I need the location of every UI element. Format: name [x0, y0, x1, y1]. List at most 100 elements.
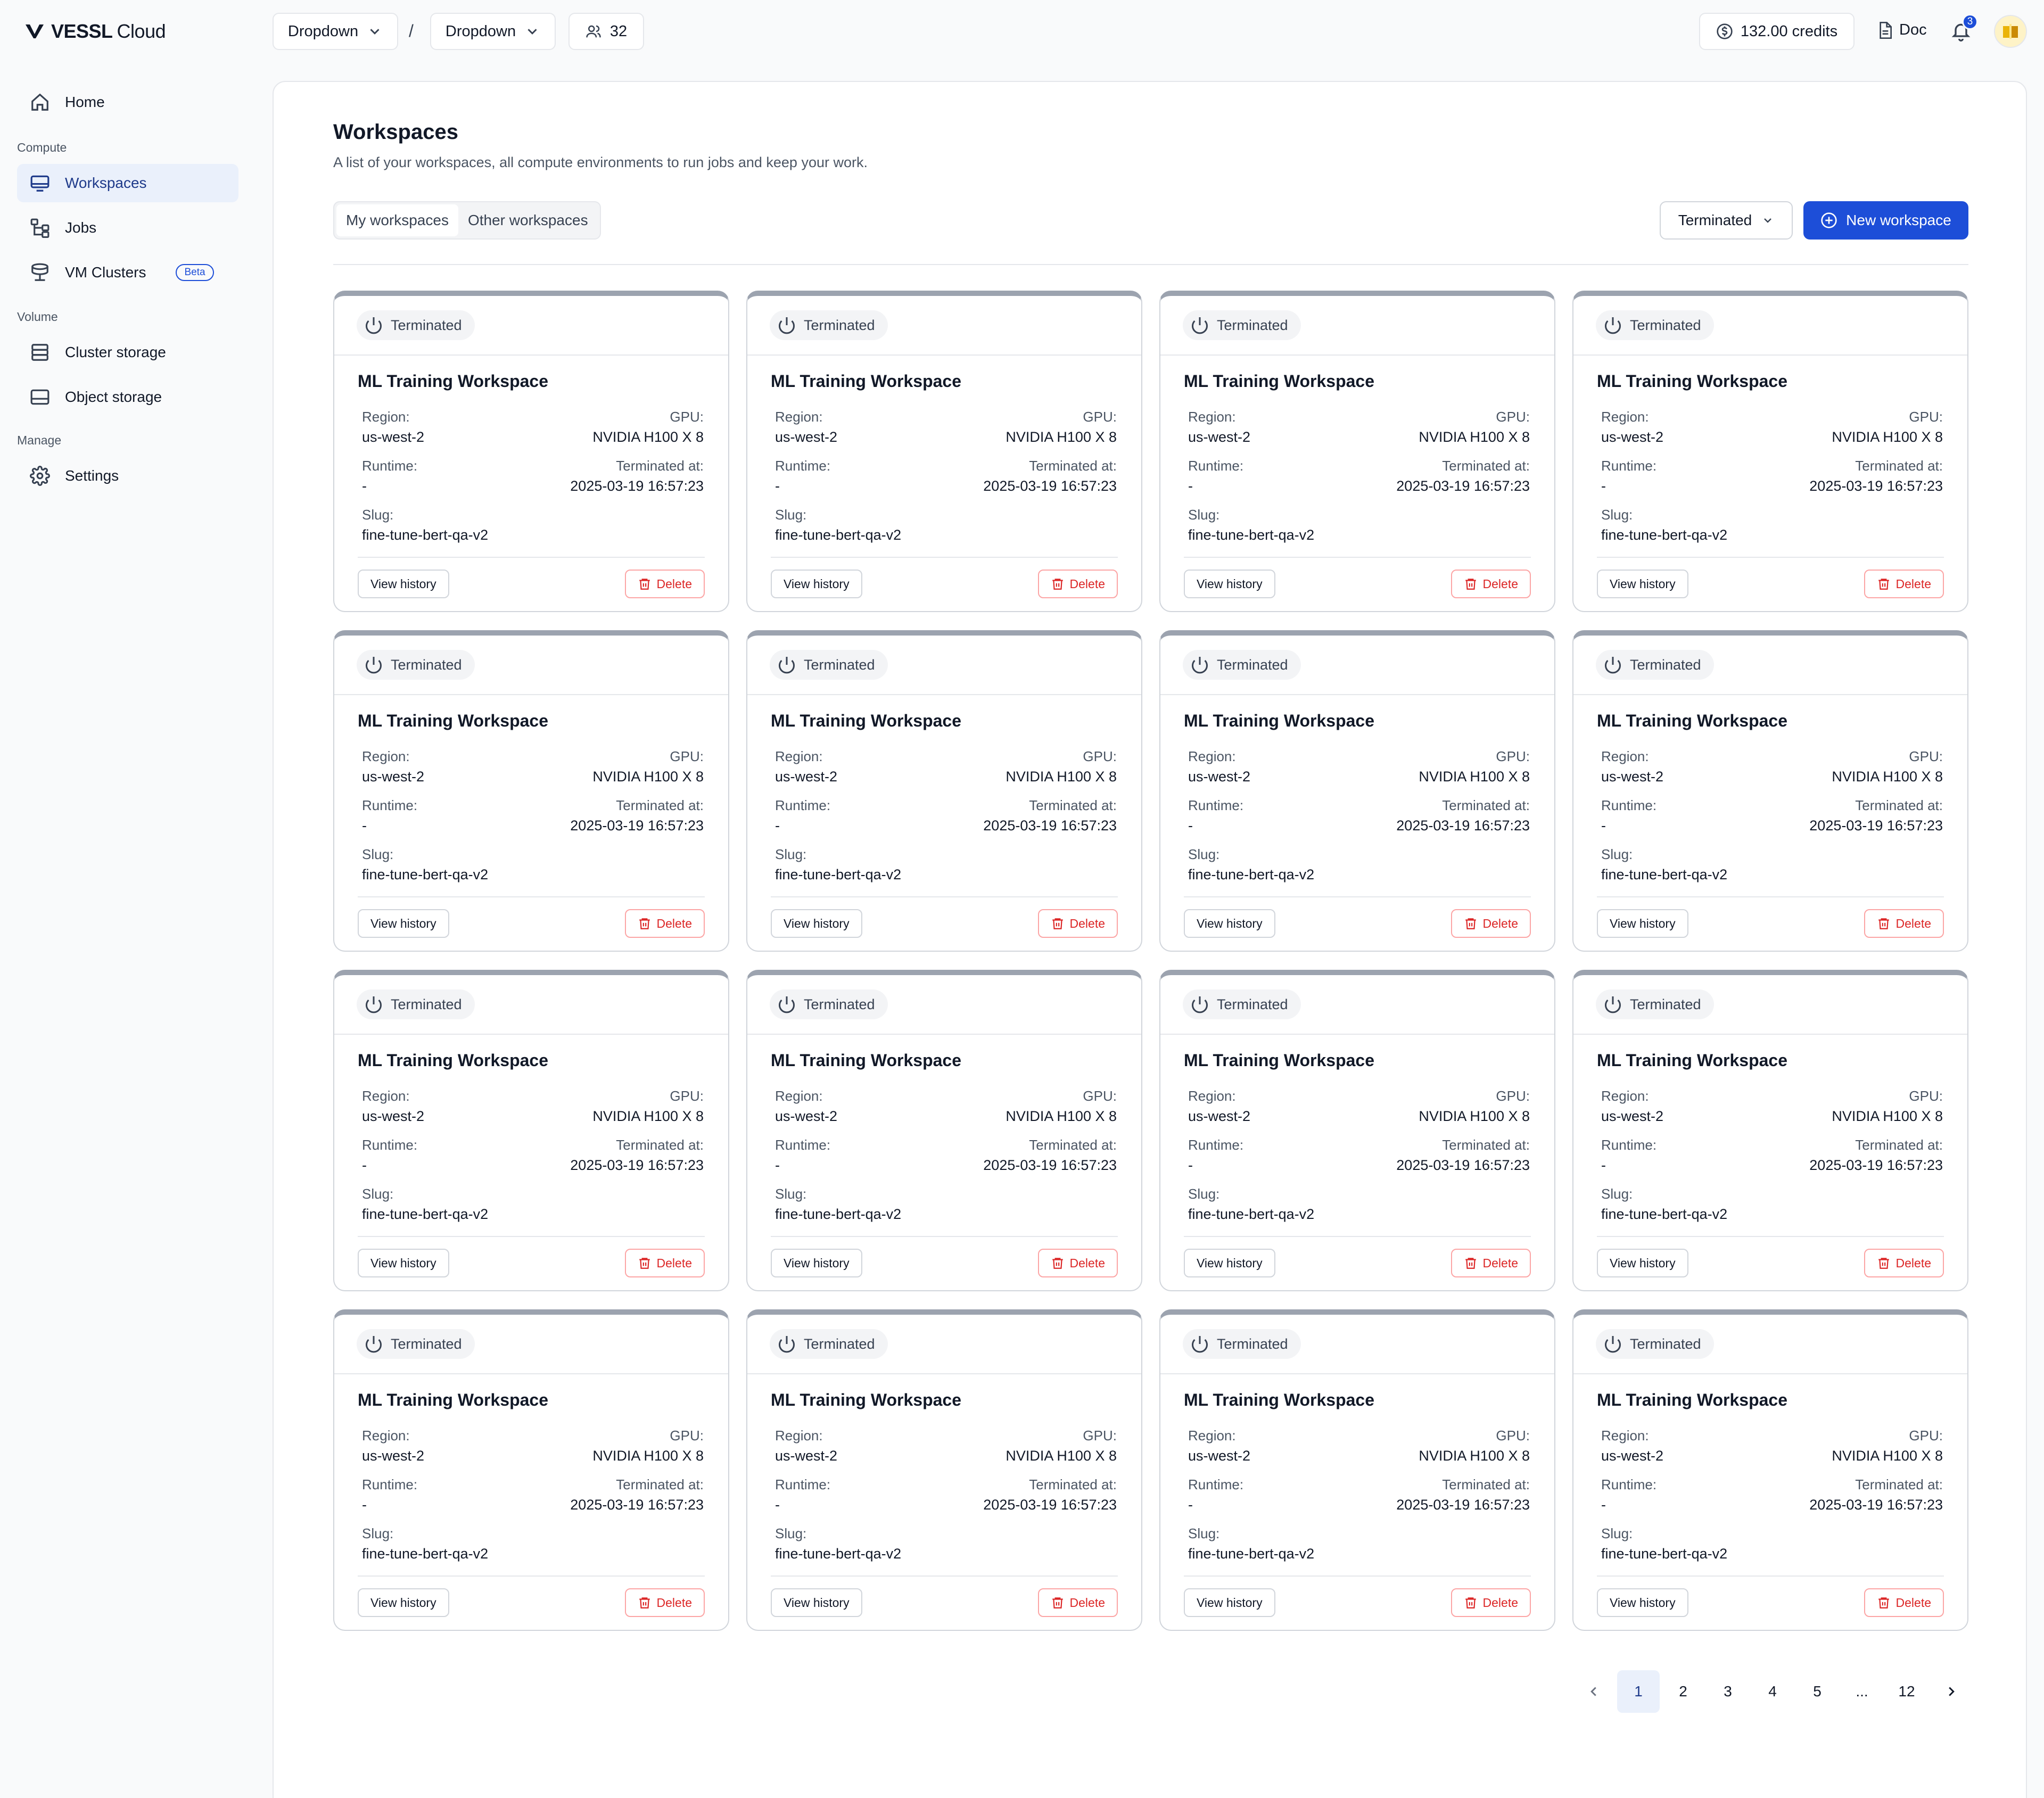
delete-button[interactable]: Delete — [624, 909, 705, 938]
divider — [333, 264, 1968, 265]
card-row: - 2025-03-19 16:57:23 — [362, 818, 704, 834]
workspace-card[interactable]: Terminated ML Training Workspace Region:… — [1159, 291, 1555, 612]
view-history-button[interactable]: View history — [1597, 1588, 1688, 1617]
divider — [358, 557, 705, 558]
runtime-value: - — [775, 1497, 780, 1513]
delete-button[interactable]: Delete — [1450, 909, 1531, 938]
workspace-card[interactable]: Terminated ML Training Workspace Region:… — [1159, 630, 1555, 952]
status-filter-dropdown[interactable]: Terminated — [1660, 201, 1793, 240]
view-history-button[interactable]: View history — [1184, 909, 1275, 938]
notifications-button[interactable]: 3 — [1950, 14, 1978, 42]
view-history-button[interactable]: View history — [771, 570, 862, 598]
logo[interactable]: VESSL Cloud — [26, 20, 166, 43]
workspace-card[interactable]: Terminated ML Training Workspace Region:… — [1572, 291, 1968, 612]
workspace-name: ML Training Workspace — [1597, 1390, 1788, 1409]
view-history-button[interactable]: View history — [1184, 570, 1275, 598]
view-history-button[interactable]: View history — [1597, 1249, 1688, 1277]
workspace-card[interactable]: Terminated ML Training Workspace Region:… — [746, 630, 1142, 952]
view-history-button[interactable]: View history — [1597, 909, 1688, 938]
sidebar-item-vm-clusters[interactable]: VM Clusters Beta — [17, 253, 238, 292]
runtime-value: - — [362, 478, 367, 494]
gpu-value: NVIDIA H100 X 8 — [1832, 1448, 1943, 1464]
workspace-card[interactable]: Terminated ML Training Workspace Region:… — [1572, 970, 1968, 1291]
status-label: Terminated — [1630, 996, 1701, 1012]
view-history-button[interactable]: View history — [1597, 570, 1688, 598]
delete-button[interactable]: Delete — [1864, 1588, 1944, 1617]
delete-button[interactable]: Delete — [1450, 570, 1531, 598]
sidebar-item-workspaces[interactable]: Workspaces — [17, 164, 238, 202]
delete-button[interactable]: Delete — [1037, 1588, 1118, 1617]
delete-button[interactable]: Delete — [1864, 909, 1944, 938]
workspace-card[interactable]: Terminated ML Training Workspace Region:… — [746, 1309, 1142, 1631]
view-history-button[interactable]: View history — [358, 570, 449, 598]
members-button[interactable]: 32 — [568, 13, 644, 50]
page-button[interactable]: 3 — [1724, 1683, 1732, 1700]
workspace-card[interactable]: Terminated ML Training Workspace Region:… — [1159, 970, 1555, 1291]
page-button[interactable]: 12 — [1898, 1683, 1915, 1700]
delete-button[interactable]: Delete — [624, 1588, 705, 1617]
workspace-card[interactable]: Terminated ML Training Workspace Region:… — [1159, 1309, 1555, 1631]
view-history-button[interactable]: View history — [358, 1588, 449, 1617]
page-button[interactable]: 4 — [1768, 1683, 1777, 1700]
tab-other-workspaces[interactable]: Other workspaces — [467, 212, 588, 228]
doc-link[interactable]: Doc — [1878, 21, 1927, 39]
sidebar-item-object-storage[interactable]: Object storage — [17, 378, 238, 416]
workspace-card[interactable]: Terminated ML Training Workspace Region:… — [746, 291, 1142, 612]
view-history-button[interactable]: View history — [1184, 1249, 1275, 1277]
sidebar-item-label: Home — [65, 94, 105, 110]
tab-my-workspaces[interactable]: My workspaces — [336, 204, 458, 236]
workspace-card[interactable]: Terminated ML Training Workspace Region:… — [333, 630, 729, 952]
status-badge: Terminated — [1596, 650, 1714, 680]
delete-button[interactable]: Delete — [624, 1249, 705, 1277]
page-button[interactable]: 2 — [1679, 1683, 1687, 1700]
sidebar-item-home[interactable]: Home — [17, 83, 238, 121]
workspace-card[interactable]: Terminated ML Training Workspace Region:… — [1572, 630, 1968, 952]
org-dropdown[interactable]: Dropdown — [273, 13, 398, 50]
workspace-name: ML Training Workspace — [1184, 1390, 1375, 1409]
terminated-at-value: 2025-03-19 16:57:23 — [1809, 818, 1943, 834]
view-history-button[interactable]: View history — [771, 909, 862, 938]
previous-page-button[interactable] — [1572, 1670, 1615, 1713]
sidebar-item-jobs[interactable]: Jobs — [17, 209, 238, 247]
workspace-card[interactable]: Terminated ML Training Workspace Region:… — [1572, 1309, 1968, 1631]
terminated-at-value: 2025-03-19 16:57:23 — [1809, 1497, 1943, 1513]
project-dropdown[interactable]: Dropdown — [430, 13, 556, 50]
workspace-card[interactable]: Terminated ML Training Workspace Region:… — [746, 970, 1142, 1291]
view-history-button[interactable]: View history — [358, 1249, 449, 1277]
sidebar-item-settings[interactable]: Settings — [17, 457, 238, 495]
delete-button[interactable]: Delete — [1450, 1588, 1531, 1617]
workspace-card[interactable]: Terminated ML Training Workspace Region:… — [333, 970, 729, 1291]
new-workspace-button[interactable]: New workspace — [1803, 201, 1968, 240]
page-button[interactable]: 1 — [1617, 1670, 1660, 1713]
card-row: - 2025-03-19 16:57:23 — [775, 1497, 1117, 1513]
view-history-button[interactable]: View history — [358, 909, 449, 938]
workspace-card[interactable]: Terminated ML Training Workspace Region:… — [333, 1309, 729, 1631]
trash-icon — [1052, 579, 1063, 590]
delete-button[interactable]: Delete — [1037, 570, 1118, 598]
runtime-value: - — [1188, 818, 1193, 834]
next-page-button[interactable] — [1930, 1670, 1973, 1713]
slug-value: fine-tune-bert-qa-v2 — [1188, 527, 1315, 543]
card-row: Region: GPU: — [1188, 748, 1530, 765]
delete-label: Delete — [1482, 576, 1518, 591]
sidebar-item-cluster-storage[interactable]: Cluster storage — [17, 333, 238, 372]
view-history-button[interactable]: View history — [771, 1249, 862, 1277]
runtime-value: - — [1601, 818, 1606, 834]
card-row: Region: GPU: — [362, 1088, 704, 1104]
view-history-button[interactable]: View history — [1184, 1588, 1275, 1617]
avatar[interactable] — [1994, 15, 2027, 48]
delete-button[interactable]: Delete — [1864, 570, 1944, 598]
region-value: us-west-2 — [362, 769, 425, 785]
delete-button[interactable]: Delete — [1864, 1249, 1944, 1277]
region-label: Region: — [1188, 1088, 1236, 1104]
delete-button[interactable]: Delete — [1450, 1249, 1531, 1277]
workspace-card[interactable]: Terminated ML Training Workspace Region:… — [333, 291, 729, 612]
delete-button[interactable]: Delete — [624, 570, 705, 598]
delete-button[interactable]: Delete — [1037, 909, 1118, 938]
workspace-name: ML Training Workspace — [1597, 711, 1788, 730]
view-history-button[interactable]: View history — [771, 1588, 862, 1617]
slug-label: Slug: — [775, 1525, 807, 1541]
delete-button[interactable]: Delete — [1037, 1249, 1118, 1277]
credits-button[interactable]: 132.00 credits — [1699, 13, 1855, 50]
page-button[interactable]: 5 — [1813, 1683, 1822, 1700]
